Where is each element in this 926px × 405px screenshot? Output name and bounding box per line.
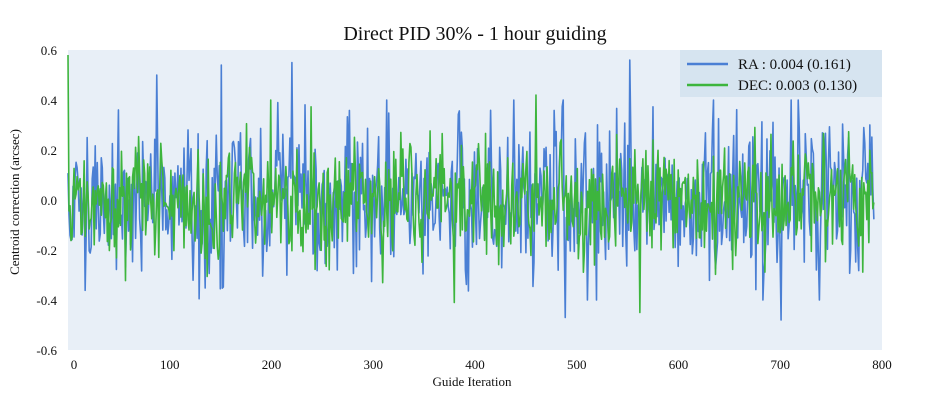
axis-ticks: 0 100 200 300 400 500 600 700 800 0.6 0.4 0.2 0.0 -0.… [36,43,891,372]
x-tick-label: 600 [669,357,689,372]
legend-box [680,50,882,97]
chart-title: Direct PID 30% - 1 hour guiding [343,23,606,45]
y-tick-label: 0.2 [41,143,57,158]
x-tick-label: 500 [567,357,587,372]
x-tick-label: 700 [771,357,791,372]
y-axis-label: Centroid correction (arcsec) [7,129,22,275]
x-tick-label: 300 [364,357,384,372]
y-tick-label: -0.2 [36,243,57,258]
y-tick-label: 0.0 [41,193,57,208]
series-layer [67,54,875,321]
x-axis-label: Guide Iteration [432,374,512,389]
series-line-dec [67,54,875,314]
y-tick-label: -0.4 [36,293,57,308]
y-tick-label: 0.6 [41,43,58,58]
y-tick-label: 0.4 [41,93,58,108]
legend-ra-label: RA : 0.004 (0.161) [738,57,851,73]
x-tick-label: 200 [262,357,282,372]
x-tick-label: 800 [872,357,892,372]
legend-dec-label: DEC: 0.003 (0.130) [738,78,857,94]
x-tick-label: 100 [160,357,180,372]
legend: RA : 0.004 (0.161) DEC: 0.003 (0.130) [680,50,882,97]
y-tick-label: -0.6 [36,343,57,358]
x-tick-label: 400 [465,357,485,372]
x-tick-label: 0 [71,357,78,372]
